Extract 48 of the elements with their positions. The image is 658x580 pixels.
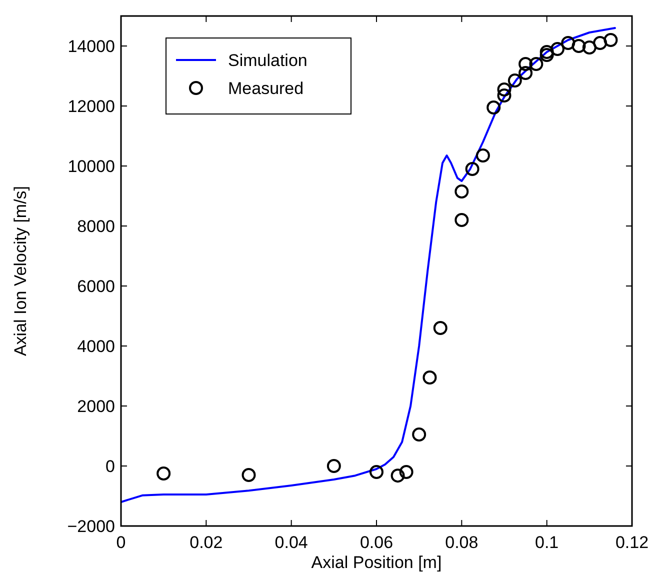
point — [582, 40, 596, 54]
point — [561, 36, 576, 50]
y-tick-label: 12000 — [68, 96, 115, 116]
point — [412, 428, 426, 442]
point — [540, 45, 554, 59]
point — [540, 48, 554, 62]
y-tick-label: 14000 — [68, 36, 115, 56]
point — [529, 57, 544, 71]
y-axis-title: Axial Ion Velocity [m/s] — [11, 186, 30, 356]
point — [326, 459, 341, 473]
point — [497, 88, 512, 102]
x-tick-label: 0.12 — [615, 533, 649, 552]
y-tick-label: 2000 — [77, 396, 115, 416]
y-tick-label: 6000 — [77, 276, 115, 296]
x-tick-label: 0.08 — [445, 533, 478, 552]
x-tick-label: 0.06 — [360, 533, 394, 552]
point — [242, 468, 256, 482]
point — [399, 465, 414, 479]
point — [422, 370, 437, 384]
y-tick-label: 8000 — [77, 216, 115, 236]
point — [486, 100, 501, 114]
point — [476, 148, 490, 162]
point — [518, 57, 533, 71]
legend-label: Measured — [228, 78, 304, 98]
x-tick-label: 0.02 — [190, 533, 223, 552]
x-tick-label: 0.04 — [274, 533, 308, 552]
point — [156, 466, 171, 480]
point — [465, 162, 480, 176]
legend-label: Simulation — [228, 50, 308, 70]
point — [390, 468, 405, 483]
y-tick-label: 4000 — [77, 336, 115, 356]
point — [370, 465, 384, 479]
point — [454, 213, 469, 227]
line-series — [121, 27, 616, 503]
y-tick-label: −2000 — [67, 516, 115, 536]
y-tick-label: 0 — [106, 456, 115, 476]
x-axis-title: Axial Position [m] — [311, 553, 442, 572]
point — [572, 39, 586, 53]
point — [593, 36, 608, 50]
y-tick-label: 10000 — [68, 156, 115, 176]
point — [508, 74, 522, 88]
x-tick-label: 0.1 — [535, 533, 559, 552]
point — [433, 321, 448, 335]
point — [604, 33, 618, 47]
point — [497, 82, 512, 96]
point — [518, 66, 533, 80]
point — [550, 42, 564, 56]
point — [454, 184, 469, 198]
